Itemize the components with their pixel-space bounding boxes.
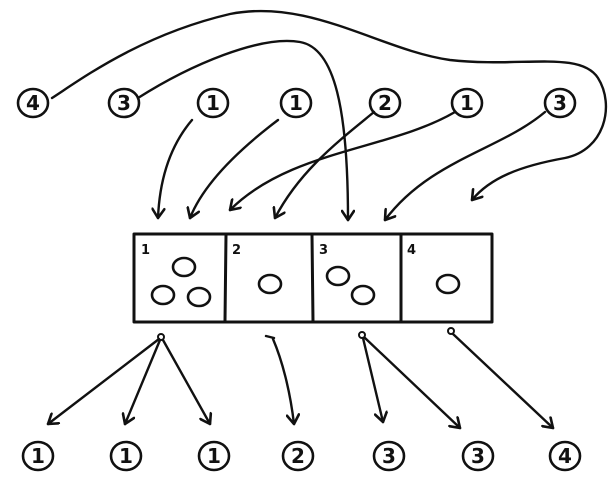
- input-item-7-label: 3: [553, 91, 567, 115]
- output-arrow-1b: [125, 338, 162, 424]
- input-item-7-circle: [543, 87, 577, 119]
- input-item-6-circle: [450, 87, 484, 119]
- input-item-2-label: 3: [117, 91, 131, 115]
- input-item-6: 1: [450, 87, 484, 119]
- bucket-divider-1: [223, 233, 228, 323]
- bucket-4: 4: [407, 243, 461, 295]
- output-item-2-label: 1: [119, 444, 133, 468]
- bucket-3-outlet: [358, 331, 366, 339]
- input-item-5: 2: [368, 87, 402, 119]
- bucket-3: 3: [319, 243, 376, 306]
- output-item-5-circle: [372, 440, 406, 472]
- input-row: 4 3 1 1 2 1 3: [16, 87, 577, 119]
- input-item-2: 3: [107, 87, 141, 119]
- bucket-2-outlet: [264, 334, 276, 340]
- input-arrow-1b: [190, 118, 280, 218]
- output-item-4-circle: [281, 440, 315, 472]
- output-item-3-circle: [197, 440, 231, 472]
- input-arrow-1a: [158, 118, 194, 218]
- input-item-3: 1: [196, 87, 230, 119]
- output-arrow-1c: [161, 338, 210, 424]
- bucket-1-label: 1: [141, 243, 150, 258]
- bucket-1-item: [171, 256, 197, 278]
- bucket-2: 2: [232, 243, 283, 295]
- output-arrow-2: [271, 337, 294, 424]
- input-arrow-3a: [136, 39, 348, 220]
- input-item-4-label: 1: [289, 91, 303, 115]
- output-item-1: 1: [21, 440, 55, 472]
- input-item-1: 4: [16, 87, 50, 119]
- bucket-4-item: [435, 273, 461, 295]
- output-item-7: 4: [548, 440, 582, 472]
- bucket-1-item: [150, 284, 176, 306]
- input-item-7: 3: [543, 87, 577, 119]
- input-item-4-circle: [279, 87, 313, 119]
- bucket-contents: 1 2 3 4: [141, 243, 461, 308]
- output-arrow-3a: [361, 336, 383, 422]
- output-item-4: 2: [281, 440, 315, 472]
- bucket-4-outlet: [447, 327, 455, 335]
- output-row: 1 1 1 2 3 3 4: [21, 440, 582, 472]
- input-arrow-4: [50, 9, 608, 200]
- bucket-1: 1: [141, 243, 212, 308]
- input-arrow-2: [275, 110, 376, 218]
- output-item-6-label: 3: [471, 444, 485, 468]
- bucket-array: [132, 232, 494, 324]
- output-item-2: 1: [109, 440, 143, 472]
- bucket-4-label: 4: [407, 243, 416, 258]
- output-item-6-circle: [461, 440, 495, 472]
- output-item-5: 3: [372, 440, 406, 472]
- input-item-2-circle: [107, 87, 141, 119]
- output-item-5-label: 3: [382, 444, 396, 468]
- bucket-3-label: 3: [319, 243, 328, 258]
- output-item-3: 1: [197, 440, 231, 472]
- bucket-3-item: [325, 265, 351, 287]
- input-arrow-1c: [230, 110, 457, 210]
- input-arrow-3b: [385, 110, 547, 220]
- input-item-5-circle: [368, 87, 402, 119]
- output-item-6: 3: [461, 440, 495, 472]
- bucket-divider-2: [310, 233, 315, 323]
- output-item-4-label: 2: [291, 444, 305, 468]
- output-arrow-1a: [48, 337, 161, 424]
- output-arrows: [48, 327, 553, 428]
- input-item-1-label: 4: [26, 91, 40, 115]
- output-item-7-label: 4: [558, 444, 572, 468]
- output-item-3-label: 1: [207, 444, 221, 468]
- bucket-2-item: [257, 273, 283, 295]
- input-item-1-circle: [16, 87, 50, 119]
- input-item-3-label: 1: [206, 91, 220, 115]
- input-arrows: [50, 9, 608, 220]
- bucket-2-label: 2: [232, 243, 241, 258]
- input-item-5-label: 2: [378, 91, 392, 115]
- output-item-2-circle: [109, 440, 143, 472]
- output-item-7-circle: [548, 440, 582, 472]
- input-item-6-label: 1: [460, 91, 474, 115]
- output-arrow-4: [451, 332, 553, 428]
- bucket-3-item: [350, 284, 376, 306]
- output-item-1-label: 1: [31, 444, 45, 468]
- input-item-3-circle: [196, 87, 230, 119]
- bucket-1-item: [186, 286, 212, 308]
- input-item-4: 1: [279, 87, 313, 119]
- output-item-1-circle: [21, 440, 55, 472]
- output-arrow-3b: [363, 336, 460, 428]
